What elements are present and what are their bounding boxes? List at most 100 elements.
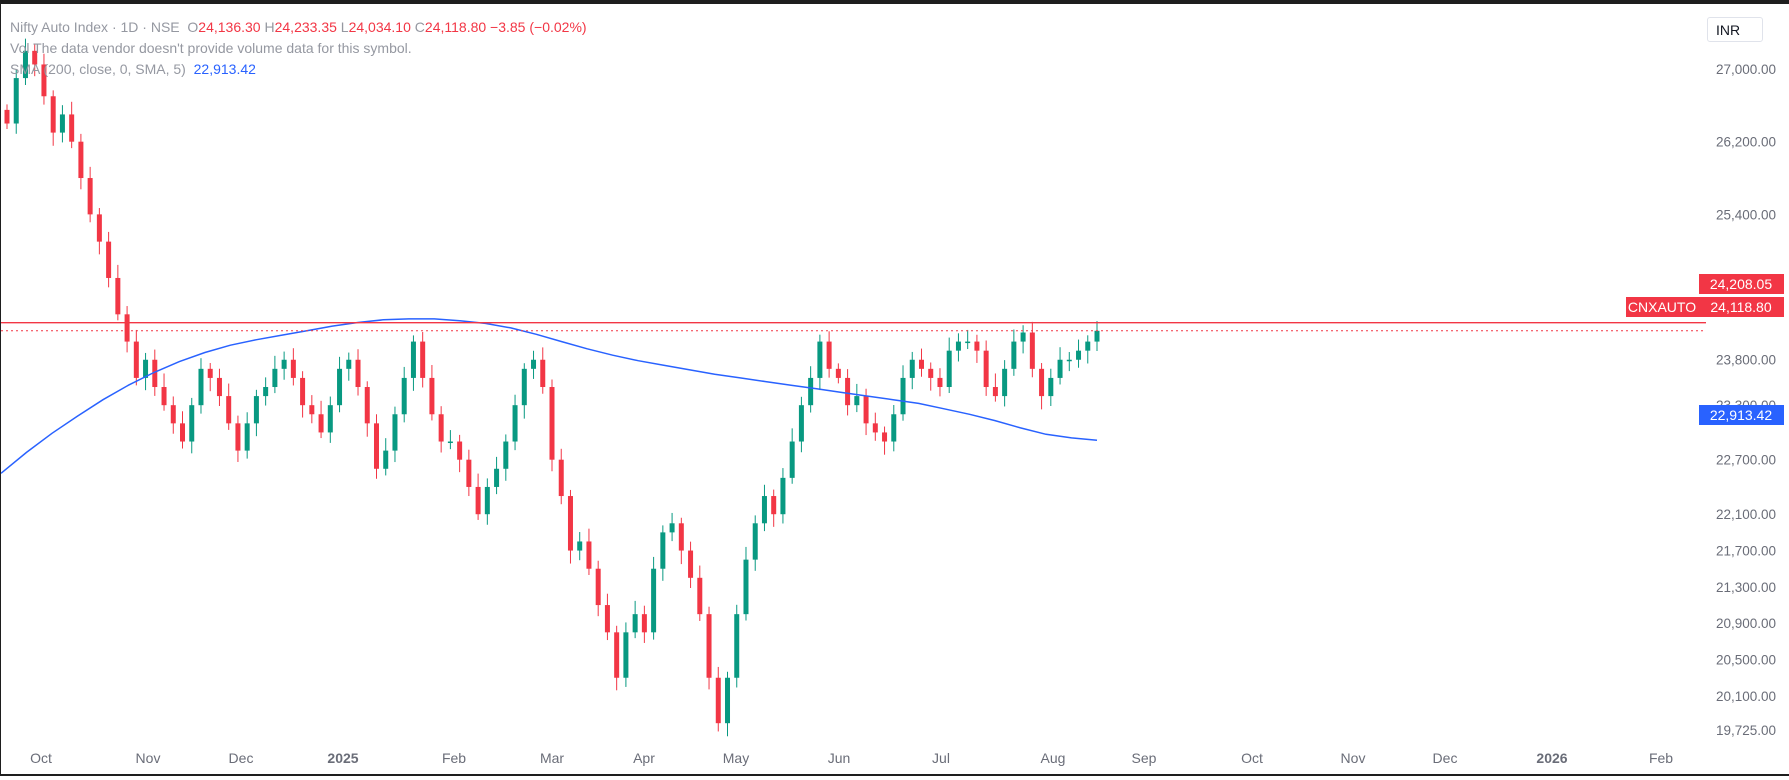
candle-body	[87, 178, 93, 215]
candle-body	[900, 377, 906, 415]
candle-body	[133, 341, 139, 378]
candle-body	[1048, 377, 1054, 397]
candle-body	[170, 405, 176, 424]
low-label: L	[340, 19, 349, 35]
candle-body	[106, 241, 112, 278]
candle-body	[604, 605, 610, 633]
candle-body	[586, 541, 592, 569]
candle-body	[965, 341, 971, 344]
time-tick: Nov	[1341, 750, 1366, 766]
candle-body	[235, 423, 241, 451]
candle-body	[761, 496, 767, 524]
price-tick: 19,725.00	[1716, 723, 1776, 738]
candle-body	[4, 109, 10, 124]
candle-body	[318, 414, 324, 433]
volume-legend[interactable]: Vol The data vendor doesn't provide volu…	[10, 40, 412, 56]
candle-body	[484, 486, 490, 515]
candle-body	[327, 405, 333, 433]
candle-body	[549, 387, 555, 460]
high-label: H	[264, 19, 275, 35]
candle-body	[263, 387, 269, 397]
candle-body	[383, 450, 389, 469]
candle-body	[41, 64, 47, 97]
price-axis: 27,000.0026,200.0025,400.0024,600.0023,8…	[1716, 62, 1776, 738]
time-tick: Apr	[633, 750, 655, 766]
candle-body	[447, 441, 453, 444]
candle-body	[438, 414, 444, 442]
candle-body	[706, 614, 712, 678]
candle-body	[290, 359, 296, 378]
close-label: C	[414, 19, 425, 35]
candle-body	[918, 359, 924, 369]
candle-body	[22, 50, 28, 79]
price-tick: 22,700.00	[1716, 453, 1776, 468]
price-tick: 23,800.00	[1716, 353, 1776, 368]
time-tick: Jun	[828, 750, 851, 766]
candle-body	[1057, 359, 1063, 378]
time-tick: Sep	[1132, 750, 1157, 766]
time-tick: Mar	[540, 750, 564, 766]
candle-body	[946, 350, 952, 388]
candle-body	[253, 396, 259, 424]
candle-body	[614, 632, 620, 678]
candle-body	[410, 341, 416, 378]
candle-body	[1020, 332, 1026, 342]
candle-body	[69, 114, 75, 142]
candle-body	[882, 432, 888, 442]
sma-value: 22,913.42	[193, 61, 256, 77]
candle-body	[992, 387, 998, 397]
resistance-price-tag: 24,208.05	[1699, 274, 1784, 294]
candle-body	[300, 377, 306, 406]
candle-body	[983, 350, 989, 388]
candle-body	[226, 396, 232, 424]
candle-body	[180, 423, 186, 442]
time-tick: 2026	[1536, 750, 1567, 766]
price-tick: 26,200.00	[1716, 135, 1776, 150]
candle-body	[854, 396, 860, 406]
candle-body	[558, 459, 564, 497]
candle-body	[1085, 341, 1091, 351]
candle-body	[50, 96, 56, 133]
time-tick: Dec	[1433, 750, 1458, 766]
candle-body	[734, 614, 740, 678]
resistance-price-label: 24,208.05	[1710, 276, 1772, 292]
candle-body	[678, 523, 684, 551]
price-tick: 20,900.00	[1716, 616, 1776, 631]
candle-body	[909, 359, 915, 378]
close-value: 24,118.80	[424, 19, 487, 35]
candle-body	[189, 405, 195, 442]
price-tick: 20,500.00	[1716, 653, 1776, 668]
low-value: 24,034.10	[348, 19, 411, 35]
candle-body	[928, 368, 934, 378]
open-label: O	[187, 19, 199, 35]
high-value: 24,233.35	[274, 19, 337, 35]
price-tick: 27,000.00	[1716, 62, 1776, 77]
candle-body	[115, 277, 121, 315]
candle-body	[1094, 330, 1100, 342]
time-axis: Oct Nov Dec 2025 Feb Mar Apr May Jun Jul Aug Sep Oct…	[30, 750, 1673, 766]
sma-legend[interactable]: SMA (200, close, 0, SMA, 5) 22,913.42	[10, 61, 256, 77]
ohlc-legend[interactable]: Nifty Auto Index · 1D · NSE O24,136.30 H…	[10, 19, 587, 35]
candle-body	[466, 459, 472, 487]
candle-body	[216, 377, 222, 397]
candle-body	[207, 368, 213, 378]
change-value: −3.85 (−0.02%)	[490, 19, 587, 35]
candle-body	[429, 377, 435, 415]
candle-body	[1066, 359, 1072, 362]
sma-line	[1, 318, 1098, 474]
candle-body	[651, 568, 657, 633]
candle-body	[1011, 341, 1017, 369]
candle-body	[540, 359, 546, 388]
candle-body	[521, 368, 527, 406]
candles	[4, 38, 1100, 737]
price-tick: 22,100.00	[1716, 507, 1776, 522]
candle-body	[355, 359, 361, 388]
price-chart[interactable]: 27,000.0026,200.0025,400.0024,600.0023,8…	[1, 4, 1789, 780]
candle-body	[835, 368, 841, 378]
candle-body	[1029, 332, 1035, 369]
candle-body	[244, 423, 250, 451]
last-price-label: 24,118.80	[1710, 299, 1771, 315]
candle-body	[567, 496, 573, 551]
currency-button[interactable]: INR	[1707, 17, 1763, 42]
time-tick: Jul	[932, 750, 950, 766]
